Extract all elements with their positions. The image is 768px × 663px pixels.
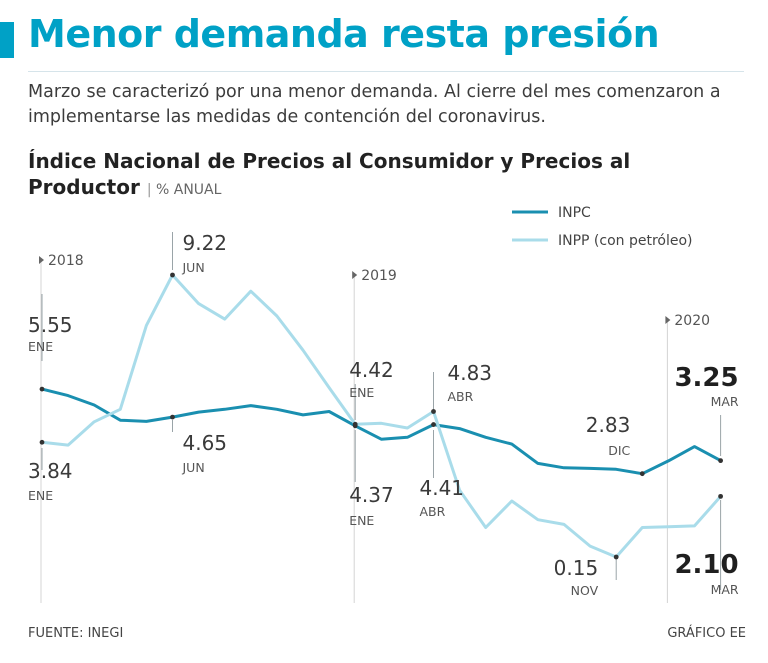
annotation-point-inpp-ene bbox=[352, 421, 358, 427]
annotation-month-inpp-jun: JUN bbox=[182, 260, 205, 275]
year-marker-label-2018: 2018 bbox=[48, 253, 84, 269]
graphic-credit: GRÁFICO EE bbox=[667, 626, 746, 641]
annotation-month-inpc-ene: ENE bbox=[28, 339, 53, 354]
title-accent-bar bbox=[0, 22, 14, 58]
annotation-value-inpc-ene: 4.37 bbox=[349, 483, 394, 507]
annotation-value-inpp-abr: 4.83 bbox=[448, 361, 493, 385]
year-marker-arrow-icon bbox=[352, 271, 358, 279]
page-title: Menor demanda resta presión bbox=[28, 12, 660, 56]
chart-title-text: Índice Nacional de Precios al Consumidor… bbox=[28, 149, 631, 199]
annotation-point-inpp-ene bbox=[39, 439, 45, 445]
legend-label-inpc: INPC bbox=[558, 205, 591, 221]
page-subtitle: Marzo se caracterizó por una menor deman… bbox=[28, 82, 721, 127]
annotation-value-inpc-mar: 3.25 bbox=[674, 363, 738, 393]
series-line-inpc bbox=[40, 387, 723, 476]
annotation-month-inpc-jun: JUN bbox=[182, 460, 205, 475]
annotation-value-inpc-ene: 5.55 bbox=[28, 313, 73, 337]
annotation-point-inpp-mar bbox=[718, 493, 723, 499]
annotation-month-inpp-abr: ABR bbox=[448, 389, 474, 404]
chart-unit-text: % ANUAL bbox=[155, 182, 222, 198]
annotation-value-inpp-jun: 9.22 bbox=[183, 231, 228, 255]
annotation-value-inpc-dic: 2.83 bbox=[586, 413, 631, 437]
annotation-value-inpp-mar: 2.10 bbox=[674, 550, 738, 580]
annotation-month-inpc-dic: DIC bbox=[608, 443, 630, 458]
annotation-value-inpp-nov: 0.15 bbox=[554, 556, 599, 580]
annotation-point-inpp-jun bbox=[170, 272, 175, 278]
series-line-inpp bbox=[40, 273, 723, 559]
annotation-point-inpc-jun bbox=[170, 414, 175, 420]
annotation-month-inpc-abr: ABR bbox=[420, 504, 446, 519]
annotation-value-inpp-ene: 3.84 bbox=[28, 459, 73, 483]
annotation-month-inpc-mar: MAR bbox=[711, 394, 739, 409]
annotation-point-inpc-mar bbox=[718, 458, 723, 464]
annotation-value-inpc-jun: 4.65 bbox=[183, 431, 228, 455]
legend-label-inpp: INPP (con petróleo) bbox=[558, 233, 693, 249]
annotation-month-inpp-nov: NOV bbox=[571, 583, 599, 598]
annotation-point-inpc-ene bbox=[39, 386, 45, 392]
title-divider bbox=[28, 71, 744, 72]
chart-unit-separator: | bbox=[146, 182, 152, 198]
annotation-value-inpp-ene: 4.42 bbox=[349, 358, 394, 382]
year-marker-label-2020: 2020 bbox=[674, 313, 710, 329]
chart-unit: | % ANUAL bbox=[147, 182, 222, 198]
year-marker-arrow-icon bbox=[39, 256, 44, 264]
annotation-point-inpc-dic bbox=[639, 471, 645, 477]
annotation-month-inpp-ene: ENE bbox=[349, 385, 374, 400]
annotation-point-inpp-abr bbox=[431, 409, 436, 414]
annotation-value-inpc-abr: 4.41 bbox=[420, 476, 465, 500]
annotation-month-inpp-mar: MAR bbox=[711, 582, 739, 597]
chart-title: Índice Nacional de Precios al Consumidor… bbox=[28, 148, 718, 203]
year-marker-label-2019: 2019 bbox=[361, 268, 397, 284]
annotation-point-inpc-abr bbox=[431, 422, 436, 427]
year-marker-arrow-icon bbox=[665, 316, 671, 324]
annotation-month-inpp-ene: ENE bbox=[28, 488, 53, 503]
annotation-point-inpp-nov bbox=[613, 554, 619, 560]
source-note: FUENTE: INEGI bbox=[28, 626, 124, 641]
annotation-month-inpc-ene: ENE bbox=[349, 513, 374, 528]
